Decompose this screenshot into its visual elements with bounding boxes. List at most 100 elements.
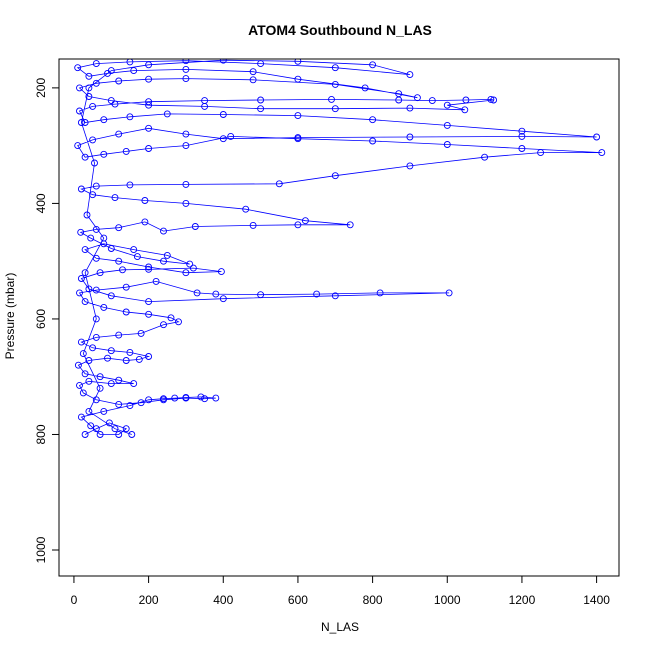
- data-point: [443, 141, 451, 148]
- data-point: [445, 289, 453, 297]
- data-point: [346, 221, 354, 229]
- data-point: [598, 149, 606, 157]
- data-point: [96, 373, 104, 381]
- data-point: [92, 333, 100, 341]
- data-point: [126, 402, 134, 410]
- data-point: [182, 59, 190, 65]
- data-point: [81, 298, 89, 306]
- data-point: [182, 65, 190, 73]
- data-point: [145, 101, 153, 109]
- data-point: [219, 59, 227, 64]
- data-point: [257, 60, 265, 68]
- data-point: [462, 96, 470, 104]
- data-point: [257, 96, 265, 104]
- data-point: [85, 377, 93, 385]
- data-point: [115, 431, 123, 438]
- data-point: [160, 396, 167, 404]
- y-tick-label: 1000: [34, 536, 48, 563]
- data-point: [85, 84, 93, 92]
- data-point: [537, 149, 545, 157]
- data-point: [294, 112, 302, 120]
- data-point: [182, 142, 190, 150]
- data-point: [227, 132, 235, 140]
- data-point: [96, 269, 104, 277]
- data-point: [92, 396, 100, 404]
- data-point: [107, 292, 115, 300]
- data-point: [122, 425, 130, 433]
- data-point: [294, 221, 302, 229]
- x-tick-label: 400: [213, 593, 233, 607]
- data-point: [160, 257, 167, 265]
- data-point: [91, 159, 98, 167]
- data-point: [369, 137, 377, 145]
- data-point: [85, 285, 93, 293]
- data-point: [406, 104, 414, 112]
- data-point: [182, 199, 190, 207]
- data-point: [89, 102, 97, 110]
- data-point: [182, 180, 190, 188]
- data-point: [219, 111, 227, 118]
- x-tick-label: 800: [363, 593, 383, 607]
- data-point: [167, 314, 175, 322]
- data-point: [257, 105, 265, 113]
- data-point: [100, 303, 108, 311]
- data-point: [137, 329, 145, 337]
- data-point: [111, 100, 119, 108]
- data-point: [77, 413, 85, 421]
- data-point: [197, 393, 205, 401]
- data-point: [85, 407, 93, 415]
- data-point: [182, 394, 190, 402]
- data-point: [77, 228, 85, 236]
- data-point: [212, 394, 220, 402]
- axes-layer: 0 200 400 600 800 1000 1200 1400 200 400 600 800 100…: [34, 78, 610, 607]
- data-point: [331, 80, 339, 88]
- data-point: [115, 400, 123, 408]
- data-point: [518, 132, 526, 140]
- data-point: [242, 205, 250, 213]
- data-point: [115, 376, 123, 384]
- x-tick-label: 0: [71, 593, 78, 607]
- data-point: [128, 431, 136, 438]
- data-point: [122, 357, 130, 364]
- data-point: [135, 355, 143, 363]
- data-point: [100, 407, 108, 415]
- data-point: [81, 153, 89, 161]
- data-point: [361, 84, 369, 92]
- data-point: [79, 389, 87, 397]
- data-point: [92, 79, 100, 87]
- data-point: [191, 223, 199, 230]
- data-point: [89, 344, 97, 352]
- data-point: [186, 260, 194, 268]
- data-point: [294, 59, 302, 65]
- data-point: [331, 64, 339, 72]
- data-point: [175, 318, 182, 326]
- data-point: [81, 246, 89, 254]
- data-point: [89, 191, 97, 199]
- data-point: [145, 353, 153, 360]
- data-point: [249, 68, 257, 76]
- data-point: [77, 119, 85, 126]
- data-point: [76, 381, 83, 389]
- data-point: [182, 269, 190, 277]
- data-point: [83, 211, 91, 219]
- data-point: [89, 136, 97, 144]
- data-point: [182, 75, 190, 83]
- data-point: [313, 290, 321, 298]
- data-point: [189, 264, 197, 272]
- data-point: [141, 197, 149, 204]
- data-point: [74, 64, 82, 72]
- data-point: [461, 106, 469, 114]
- data-point: [294, 134, 302, 142]
- data-point: [126, 59, 134, 66]
- data-point: [130, 67, 138, 75]
- data-point: [163, 251, 171, 259]
- data-point: [122, 308, 130, 316]
- data-point: [275, 180, 283, 188]
- data-point: [130, 380, 138, 388]
- data-point: [145, 263, 153, 271]
- y-tick-label: 400: [34, 193, 48, 213]
- data-point: [74, 142, 82, 150]
- data-point: [145, 124, 153, 132]
